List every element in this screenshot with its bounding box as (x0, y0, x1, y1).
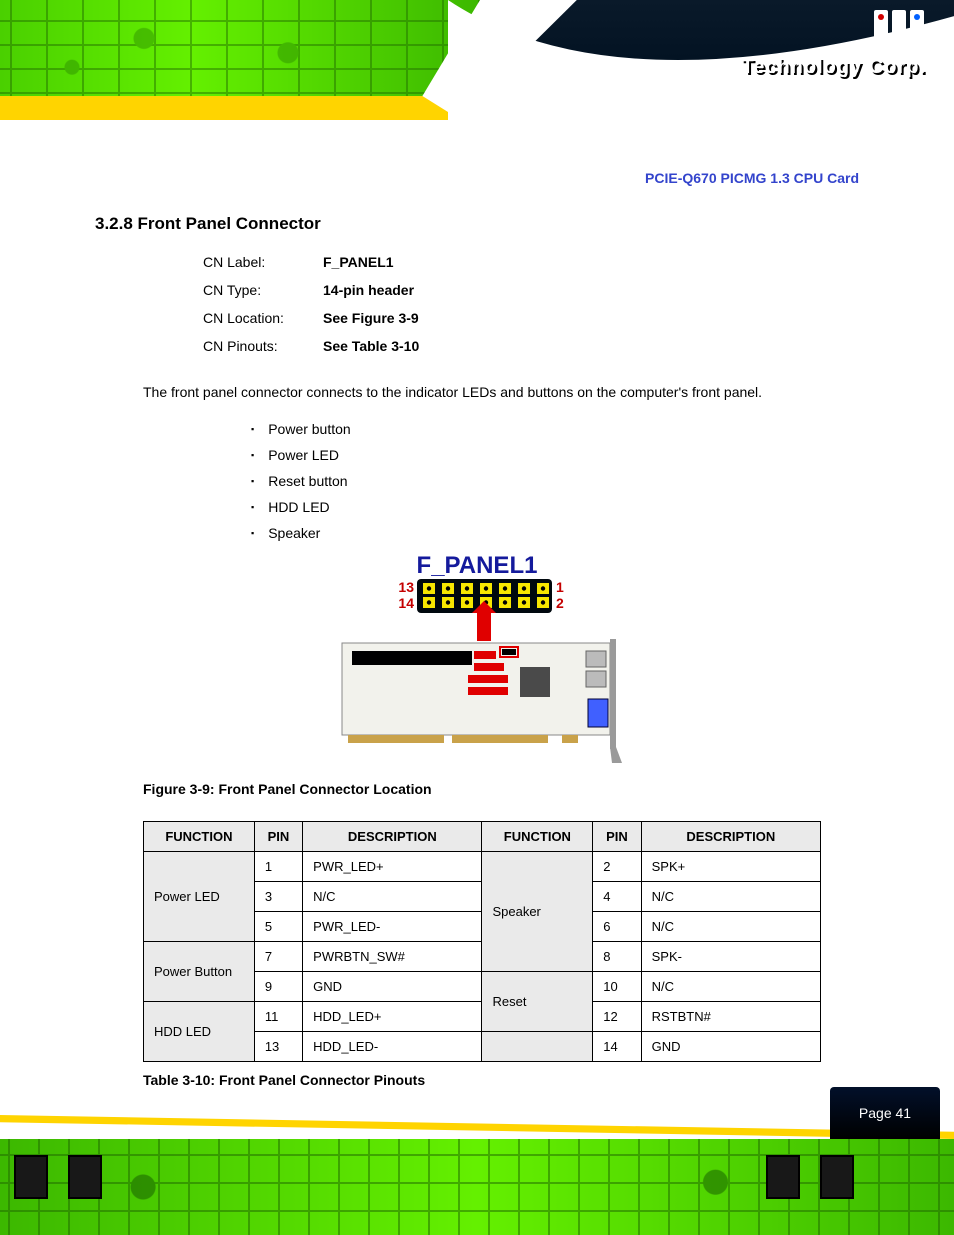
board-diagram-icon (342, 639, 622, 763)
table-function-cell: Power Button (144, 942, 255, 1002)
spec-value: F_PANEL1 (323, 254, 394, 270)
table-description-cell: N/C (641, 972, 820, 1002)
table-description-cell: HDD_LED- (303, 1032, 482, 1062)
table-header-cell: FUNCTION (482, 822, 593, 852)
document-title: PCIE-Q670 PICMG 1.3 CPU Card (95, 170, 859, 186)
table-function-cell: HDD LED (144, 1002, 255, 1062)
table-pin-cell: 9 (254, 972, 302, 1002)
figure-pin-2: 2 (556, 595, 564, 611)
figure-pin-13: 13 (398, 579, 414, 595)
spec-row: CN Pinouts:See Table 3-10 (203, 338, 859, 354)
feature-bullet-list: Power button Power LED Reset button HDD LED… (251, 421, 859, 541)
table-header-cell: FUNCTION (144, 822, 255, 852)
registered-mark: ® (700, 64, 708, 76)
spec-label: CN Label: (203, 254, 323, 270)
spec-row: CN Location:See Figure 3-9 (203, 310, 859, 326)
table-description-cell: PWRBTN_SW# (303, 942, 482, 972)
spec-row: CN Label:F_PANEL1 (203, 254, 859, 270)
brand-corp-text: Technology Corp. (741, 56, 926, 79)
feature-bullet: HDD LED (251, 499, 859, 515)
figure-pin-14: 14 (398, 595, 414, 611)
table-header-cell: DESCRIPTION (641, 822, 820, 852)
table-header-cell: PIN (593, 822, 641, 852)
table-function-cell: Speaker (482, 852, 593, 972)
table-pin-cell: 12 (593, 1002, 641, 1032)
table-pin-cell: 3 (254, 882, 302, 912)
figure-pin-1: 1 (556, 579, 564, 595)
table-pin-cell: 4 (593, 882, 641, 912)
spec-label: CN Type: (203, 282, 323, 298)
page-footer-decoration: Page 41 (0, 1065, 954, 1235)
table-description-cell: PWR_LED+ (303, 852, 482, 882)
connector-figure: F_PANEL1 13 14 (95, 551, 859, 771)
feature-bullet: Speaker (251, 525, 859, 541)
page-number: Page 41 (859, 1105, 911, 1121)
table-description-cell: HDD_LED+ (303, 1002, 482, 1032)
table-function-cell: Reset (482, 972, 593, 1032)
feature-bullet: Power LED (251, 447, 859, 463)
section-heading: 3.2.8 Front Panel Connector (95, 214, 859, 234)
table-description-cell: N/C (641, 912, 820, 942)
table-description-cell: GND (303, 972, 482, 1002)
table-pin-cell: 13 (254, 1032, 302, 1062)
table-description-cell: SPK+ (641, 852, 820, 882)
spec-value: See Figure 3-9 (323, 310, 419, 326)
spec-label: CN Location: (203, 310, 323, 326)
table-description-cell: GND (641, 1032, 820, 1062)
feature-bullet: Reset button (251, 473, 859, 489)
table-description-cell: N/C (303, 882, 482, 912)
table-description-cell: PWR_LED- (303, 912, 482, 942)
pinout-table: FUNCTIONPINDESCRIPTIONFUNCTIONPINDESCRIP… (143, 821, 821, 1062)
table-header-cell: DESCRIPTION (303, 822, 482, 852)
section-body-paragraph: The front panel connector connects to th… (143, 380, 859, 405)
page-content: PCIE-Q670 PICMG 1.3 CPU Card 3.2.8 Front… (0, 170, 954, 1088)
table-description-cell: RSTBTN# (641, 1002, 820, 1032)
table-pin-cell: 7 (254, 942, 302, 972)
table-description-cell: N/C (641, 882, 820, 912)
table-pin-cell: 14 (593, 1032, 641, 1062)
table-pin-cell: 2 (593, 852, 641, 882)
table-pin-cell: 6 (593, 912, 641, 942)
table-function-cell (482, 1032, 593, 1062)
spec-value: See Table 3-10 (323, 338, 419, 354)
table-pin-cell: 8 (593, 942, 641, 972)
feature-bullet: Power button (251, 421, 859, 437)
table-description-cell: SPK- (641, 942, 820, 972)
table-function-cell: Power LED (144, 852, 255, 942)
table-pin-cell: 10 (593, 972, 641, 1002)
spec-value: 14-pin header (323, 282, 414, 298)
table-header-cell: PIN (254, 822, 302, 852)
table-pin-cell: 11 (254, 1002, 302, 1032)
table-pin-cell: 1 (254, 852, 302, 882)
brand-logo-icon (874, 10, 924, 56)
table-row: Power LED1PWR_LED+Speaker2SPK+ (144, 852, 821, 882)
figure-caption: Figure 3-9: Front Panel Connector Locati… (143, 781, 859, 797)
figure-connector-label: F_PANEL1 (417, 552, 538, 579)
spec-label: CN Pinouts: (203, 338, 323, 354)
spec-row: CN Type:14-pin header (203, 282, 859, 298)
table-pin-cell: 5 (254, 912, 302, 942)
